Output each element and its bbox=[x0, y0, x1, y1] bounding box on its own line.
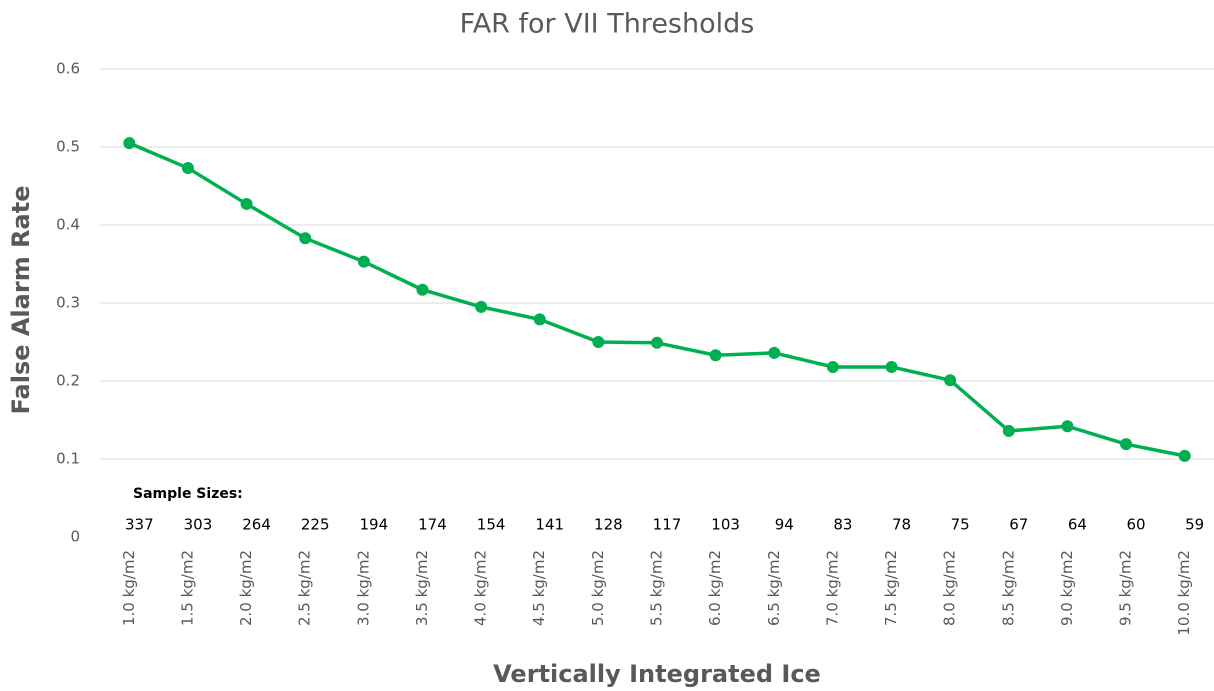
x-tick-label: 8.5 kg/m2 bbox=[999, 550, 1017, 626]
data-point bbox=[1002, 424, 1015, 437]
data-point bbox=[475, 300, 488, 313]
y-tick-label: 0.6 bbox=[56, 60, 80, 78]
sample-size: 83 bbox=[833, 516, 852, 534]
y-tick-label: 0.5 bbox=[56, 138, 80, 156]
data-point bbox=[240, 197, 253, 210]
x-tick-label: 5.5 kg/m2 bbox=[648, 550, 666, 626]
x-tick-label: 7.5 kg/m2 bbox=[882, 550, 900, 626]
sample-size: 141 bbox=[535, 516, 564, 534]
x-tick-label: 4.5 kg/m2 bbox=[530, 550, 548, 626]
data-point bbox=[944, 374, 957, 387]
x-tick-label: 2.5 kg/m2 bbox=[296, 550, 314, 626]
x-tick-label: 4.0 kg/m2 bbox=[472, 550, 490, 626]
data-point bbox=[416, 283, 429, 296]
series-line bbox=[128, 141, 1186, 458]
sample-size: 264 bbox=[242, 516, 271, 534]
data-point bbox=[357, 255, 370, 268]
sample-size: 67 bbox=[1009, 516, 1028, 534]
sample-size: 117 bbox=[653, 516, 682, 534]
x-tick-label: 3.0 kg/m2 bbox=[354, 550, 372, 626]
data-point bbox=[299, 232, 312, 245]
data-point bbox=[709, 349, 722, 362]
x-tick-label: 7.0 kg/m2 bbox=[823, 550, 841, 626]
sample-size: 154 bbox=[477, 516, 506, 534]
data-point bbox=[768, 346, 781, 359]
data-point bbox=[533, 313, 546, 326]
x-tick-label: 6.0 kg/m2 bbox=[706, 550, 724, 626]
sample-size: 225 bbox=[301, 516, 330, 534]
x-tick-label: 3.5 kg/m2 bbox=[413, 550, 431, 626]
data-point bbox=[651, 336, 663, 349]
x-tick-label: 6.5 kg/m2 bbox=[765, 550, 783, 626]
sample-size: 59 bbox=[1185, 516, 1204, 534]
sample-size: 194 bbox=[360, 516, 389, 534]
y-axis-title: False Alarm Rate bbox=[7, 186, 35, 415]
sample-size: 75 bbox=[951, 516, 970, 534]
y-tick-label: 0 bbox=[70, 528, 80, 546]
sample-size: 174 bbox=[418, 516, 447, 534]
x-tick-label: 1.5 kg/m2 bbox=[178, 550, 196, 626]
sample-size: 128 bbox=[594, 516, 623, 534]
y-tick-label: 0.1 bbox=[56, 450, 80, 468]
sample-size: 303 bbox=[184, 516, 213, 534]
x-tick-label: 2.0 kg/m2 bbox=[237, 550, 255, 626]
data-point bbox=[123, 137, 136, 150]
data-point bbox=[1120, 438, 1133, 451]
y-tick-label: 0.2 bbox=[56, 372, 80, 390]
x-tick-label: 8.0 kg/m2 bbox=[941, 550, 959, 626]
data-point bbox=[826, 360, 839, 373]
data-point bbox=[1178, 449, 1191, 462]
x-tick-label: 9.5 kg/m2 bbox=[1117, 550, 1135, 626]
sample-size: 64 bbox=[1068, 516, 1087, 534]
y-tick-label: 0.3 bbox=[56, 294, 80, 312]
data-point bbox=[885, 360, 898, 373]
chart-title: FAR for VII Thresholds bbox=[460, 9, 755, 40]
x-tick-label: 10.0 kg/m2 bbox=[1175, 550, 1193, 636]
x-tick-label: 1.0 kg/m2 bbox=[120, 550, 138, 626]
sample-size: 94 bbox=[775, 516, 794, 534]
sample-size: 60 bbox=[1127, 516, 1146, 534]
x-axis-title: Vertically Integrated Ice bbox=[493, 660, 821, 688]
sample-size: 78 bbox=[892, 516, 911, 534]
sample-sizes-label: Sample Sizes: bbox=[133, 486, 243, 502]
y-tick-label: 0.4 bbox=[56, 216, 80, 234]
x-tick-label: 5.0 kg/m2 bbox=[589, 550, 607, 626]
x-tick-label: 9.0 kg/m2 bbox=[1058, 550, 1076, 626]
data-point bbox=[592, 336, 605, 348]
sample-size: 103 bbox=[711, 516, 740, 534]
data-point bbox=[1061, 420, 1074, 433]
data-point bbox=[181, 162, 194, 175]
sample-size: 337 bbox=[125, 516, 154, 534]
